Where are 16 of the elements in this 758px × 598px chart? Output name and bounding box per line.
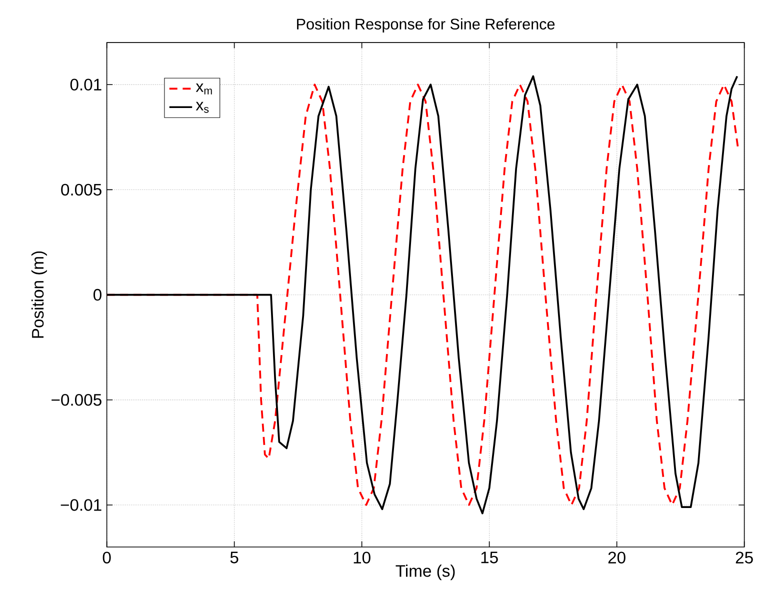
legend-label: x$_{s}$ [196, 102, 209, 113]
y-tick-label: −0.005 [52, 394, 102, 406]
chart-title: Position Response for Sine Reference [297, 18, 555, 33]
x-tick-label: 15 [481, 552, 498, 564]
legend-label: x$_{m}$ [196, 84, 212, 94]
y-axis-title: Position (m) [31, 252, 47, 338]
x-tick-label: 20 [608, 552, 626, 564]
x-tick-label: 0 [102, 552, 111, 564]
y-tick-label: −0.01 [60, 499, 102, 511]
y-tick-label: 0 [94, 288, 102, 301]
x-tick-label: 25 [736, 552, 753, 564]
x-tick-label: 5 [230, 552, 238, 564]
y-tick-label: 0.01 [70, 78, 102, 91]
x-tick-label: 10 [354, 552, 370, 564]
x-axis-title: Time (s) [396, 564, 455, 580]
y-tick-label: 0.005 [61, 184, 102, 196]
